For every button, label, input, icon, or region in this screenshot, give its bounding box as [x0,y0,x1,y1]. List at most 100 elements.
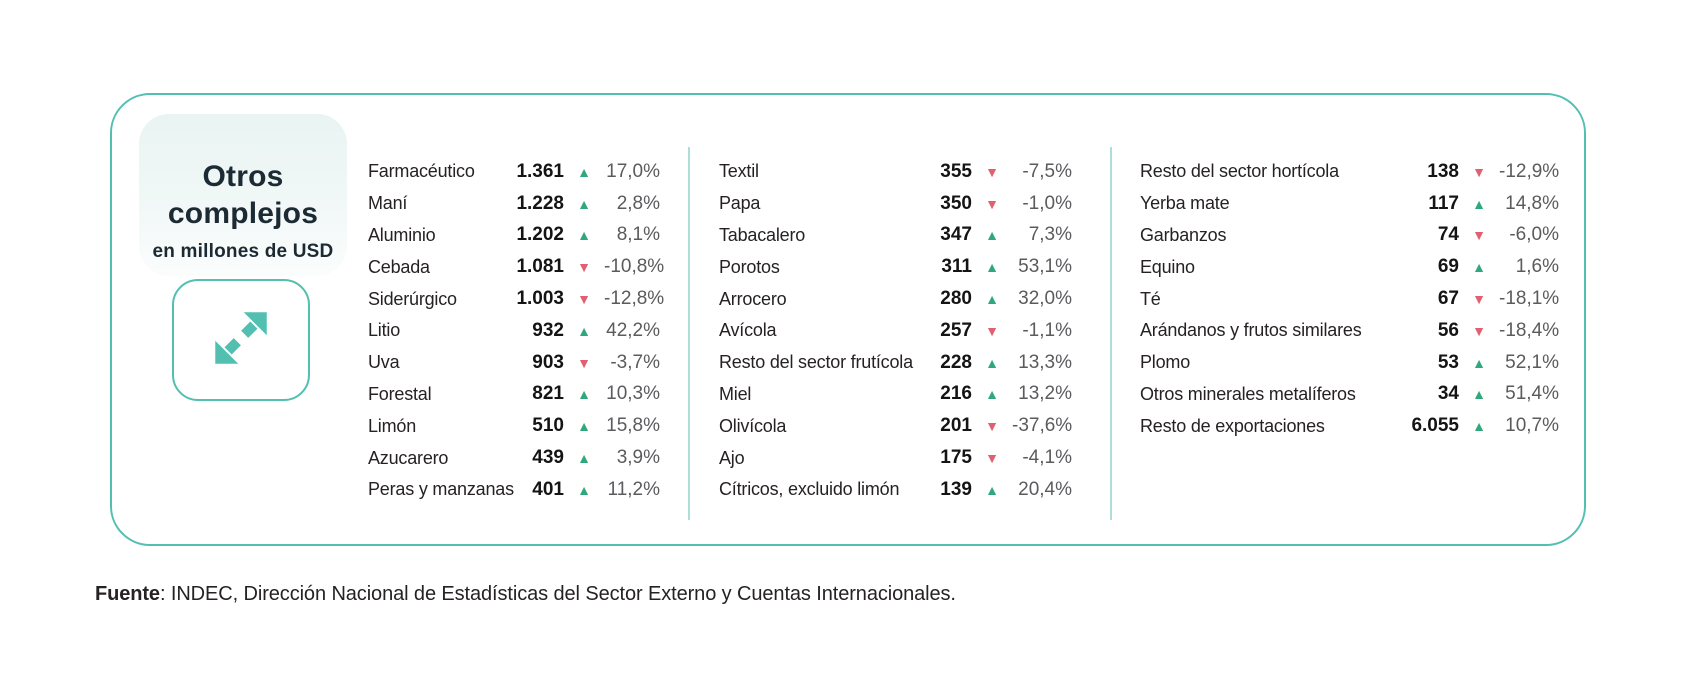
complex-label: Té [1140,288,1161,309]
complex-change: 42,2% [606,319,660,341]
trend-up-icon: ▲ [1472,259,1486,276]
column-divider-1 [688,147,690,520]
complex-change: 1,6% [1515,256,1559,278]
complex-change: -18,1% [1499,288,1560,310]
column-divider-2 [1110,147,1112,520]
complex-label: Equino [1140,256,1195,277]
table-row: Papa 350 ▼ -1,0% [719,188,1072,220]
table-row: Equino 69 ▲ 1,6% [1140,251,1559,283]
complex-label: Ajo [719,447,745,468]
complex-value: 903 [532,351,564,373]
complex-label: Farmacéutico [368,161,475,182]
trend-down-icon: ▼ [577,259,591,276]
complex-value: 257 [940,319,972,341]
table-row: Plomo 53 ▲ 52,1% [1140,347,1559,379]
complex-change: 10,3% [606,383,660,405]
complex-label: Olivícola [719,415,787,436]
complex-change: 11,2% [607,478,660,500]
complex-change: -18,4% [1499,319,1560,341]
complex-label: Arrocero [719,288,787,309]
otros-complejos-card: Otros complejos en millones de USD Farma… [110,93,1586,546]
complex-change: 17,0% [606,160,660,182]
trend-up-icon: ▲ [985,227,999,244]
table-row: Siderúrgico 1.003 ▼ -12,8% [368,283,664,315]
trend-up-icon: ▲ [577,386,591,403]
complex-value: 347 [940,224,972,246]
table-row: Garbanzos 74 ▼ -6,0% [1140,220,1559,252]
complex-value: 117 [1428,192,1459,214]
table-row: Té 67 ▼ -18,1% [1140,283,1559,315]
complex-value: 6.055 [1411,415,1459,437]
complex-value: 1.003 [516,288,564,310]
complex-label: Litio [368,320,401,341]
complex-change: 8,1% [616,224,660,246]
title-panel: Otros complejos en millones de USD [139,114,347,276]
complex-value: 1.361 [516,160,564,182]
complex-table-column-1: Farmacéutico 1.361 ▲ 17,0% Maní 1.228 ▲ 2,8% Alu… [368,156,665,506]
complex-change: 15,8% [606,415,660,437]
source-label: Fuente [95,583,160,605]
complex-table-column-3: Resto del sector hortícola 138 ▼ -12,9% Yerb… [1140,156,1559,442]
complex-label: Yerba mate [1140,193,1230,214]
complex-label: Garbanzos [1140,224,1227,245]
complex-value: 311 [941,256,972,278]
trend-up-icon: ▲ [577,418,591,435]
complex-change: -3,7% [610,351,660,373]
page-title: Otros complejos [139,158,347,232]
complex-value: 280 [940,288,972,310]
complex-label: Papa [719,193,761,214]
table-row: Cebada 1.081 ▼ -10,8% [368,251,665,283]
complex-change: 3,9% [616,447,660,469]
table-row: Ajo 175 ▼ -4,1% [719,442,1072,474]
complex-change: 10,7% [1505,415,1559,437]
expand-button[interactable] [172,279,310,401]
complex-value: 1.228 [516,192,564,214]
table-row: Limón 510 ▲ 15,8% [368,410,660,442]
complex-value: 175 [940,447,972,469]
complex-value: 201 [940,415,972,437]
complex-value: 350 [940,192,972,214]
complex-label: Siderúrgico [368,288,457,309]
complex-label: Arándanos y frutos similares [1140,320,1362,341]
table-row: Arrocero 280 ▲ 32,0% [719,283,1072,315]
trend-up-icon: ▲ [577,450,591,467]
table-row: Resto del sector hortícola 138 ▼ -12,9% [1140,156,1559,188]
table-row: Farmacéutico 1.361 ▲ 17,0% [368,156,660,188]
table-row: Arándanos y frutos similares 56 ▼ -18,4% [1140,315,1559,347]
complex-change: -4,1% [1022,447,1072,469]
complex-label: Maní [368,193,408,214]
trend-up-icon: ▲ [1472,195,1486,212]
complex-value: 1.081 [516,256,564,278]
complex-label: Resto del sector hortícola [1140,161,1339,182]
table-row: Textil 355 ▼ -7,5% [719,156,1072,188]
trend-down-icon: ▼ [1472,322,1486,339]
complex-label: Resto de exportaciones [1140,415,1325,436]
complex-label: Otros minerales metalíferos [1140,383,1356,404]
table-row: Forestal 821 ▲ 10,3% [368,379,660,411]
complex-value: 69 [1437,256,1459,278]
complex-label: Miel [719,383,752,404]
complex-change: 13,3% [1018,351,1072,373]
table-row: Aluminio 1.202 ▲ 8,1% [368,220,660,252]
complex-label: Peras y manzanas [368,479,514,500]
complex-change: -10,8% [604,256,665,278]
trend-down-icon: ▼ [577,291,591,308]
complex-value: 821 [532,383,564,405]
table-row: Resto de exportaciones 6.055 ▲ 10,7% [1140,410,1559,442]
complex-label: Avícola [719,320,777,341]
trend-up-icon: ▲ [577,481,591,498]
trend-up-icon: ▲ [1472,386,1486,403]
trend-up-icon: ▲ [1472,354,1486,371]
complex-value: 1.202 [516,224,564,246]
complex-value: 932 [532,319,564,341]
complex-change: -1,1% [1022,319,1072,341]
complex-change: 53,1% [1018,256,1072,278]
trend-down-icon: ▼ [985,195,999,212]
table-row: Litio 932 ▲ 42,2% [368,315,660,347]
trend-down-icon: ▼ [985,322,999,339]
complex-change: 14,8% [1505,192,1559,214]
trend-up-icon: ▲ [985,259,999,276]
source-text: : INDEC, Dirección Nacional de Estadísti… [159,583,956,605]
title-line-2: complejos [167,197,319,230]
complex-value: 138 [1427,160,1459,182]
